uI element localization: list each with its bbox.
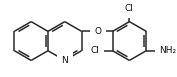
Text: NH₂: NH₂ bbox=[159, 46, 176, 55]
Text: N: N bbox=[61, 56, 68, 65]
Text: Cl: Cl bbox=[90, 46, 99, 55]
Text: Cl: Cl bbox=[125, 4, 134, 13]
Text: O: O bbox=[95, 27, 102, 36]
